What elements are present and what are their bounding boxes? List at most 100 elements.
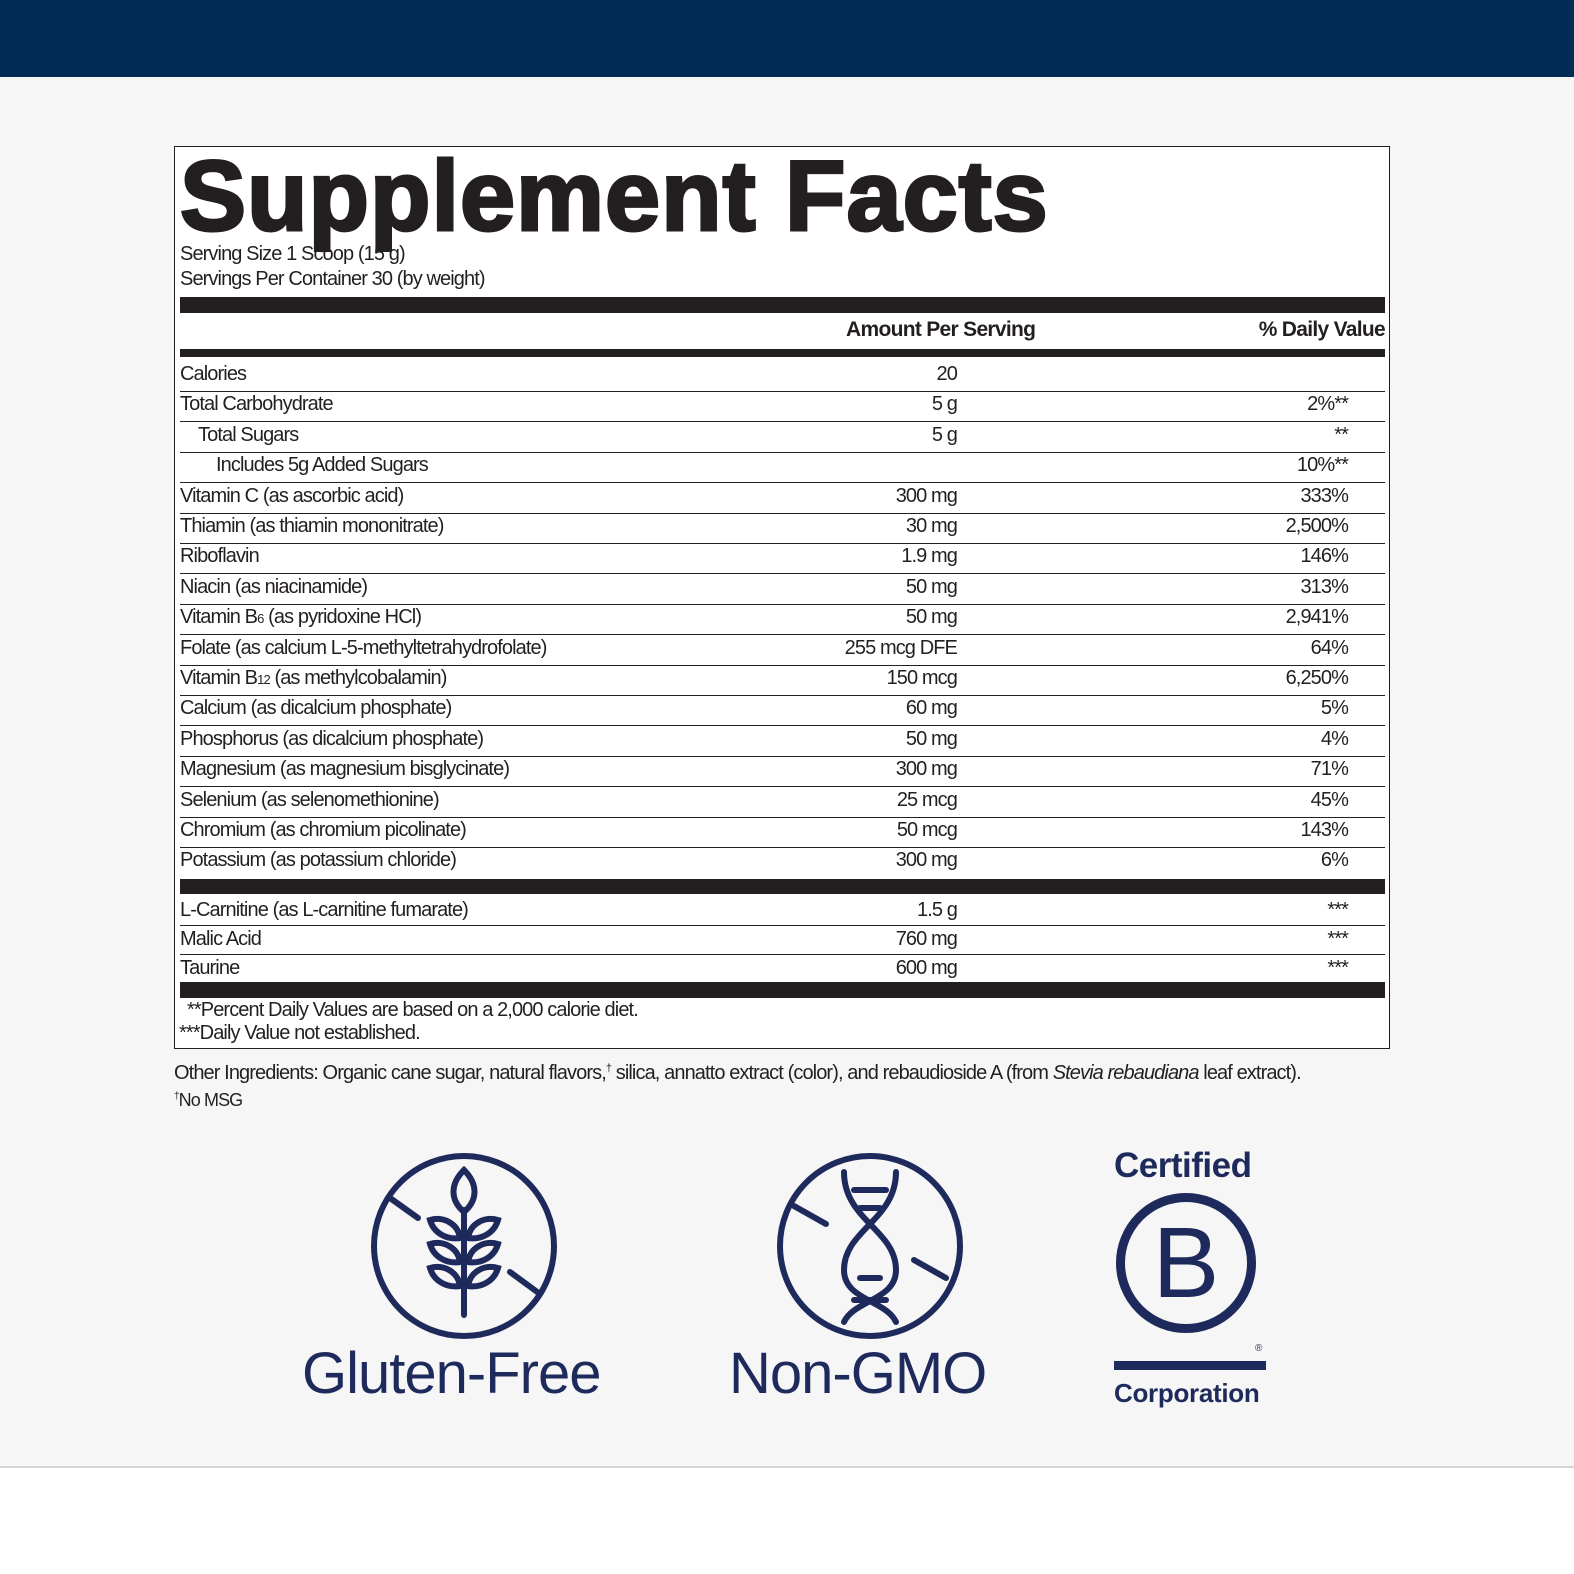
nutrient-daily-value: 143% [1300,819,1348,841]
nutrient-daily-value: 333% [1300,484,1348,507]
ingredients-text: silica, annatto extract (color), and reb… [611,1062,1053,1084]
nutrient-daily-value: 2%** [1307,393,1349,416]
nutrient-name-text: Calories [180,363,247,385]
nutrient-amount: 20 [936,363,958,385]
nutrient-name-text: Calcium (as dicalcium phosphate) [180,697,452,720]
non-gmo-dna-icon [777,1153,963,1339]
nutrient-row: Riboflavin 1.9 mg 146% [180,543,1385,575]
nutrient-daily-value: 71% [1310,758,1349,781]
nutrient-daily-value: 313% [1300,575,1348,598]
bcorp-certified-text: Certified [1114,1146,1252,1185]
footnote-percent-dv: **Percent Daily Values are based on a 2,… [187,999,639,1021]
nutrient-daily-value: 64% [1310,636,1349,659]
nutrient-name: Thiamin (as thiamin mononitrate) [180,515,444,538]
nutrient-amount: 50 mg [905,575,958,598]
nutrient-row: Total Sugars 5 g ** [180,422,1385,453]
panel-title: Supplement Facts [179,139,1050,253]
nutrient-row: Niacin (as niacinamide) 50 mg 313% [180,574,1385,605]
nutrient-name: Chromium (as chromium picolinate) [180,819,467,842]
nutrient-name: Folate (as calcium L-5-methyltetrahydrof… [180,637,547,660]
nutrient-name-text: Potassium (as potassium chloride) [180,849,457,872]
medium-divider [180,349,1385,357]
nutrient-name: Malic Acid [180,928,262,950]
nutrient-daily-value: 2,941% [1285,606,1349,629]
dagger-mark: † [174,1091,180,1102]
nutrient-name: Vitamin B12 (as methylcobalamin) [180,667,447,690]
nutrient-name-text: Total Carbohydrate [180,393,334,416]
gluten-free-label: Gluten-Free [302,1341,601,1406]
amount-header: Amount Per Serving [846,318,1036,341]
nutrient-row: Vitamin C (as ascorbic acid) 300 mg 333% [180,483,1385,514]
nutrient-row: Vitamin B12 (as methylcobalamin) 150 mcg 6… [180,665,1385,696]
nutrient-row: Calories 20 [180,361,1385,392]
nutrient-daily-value: 5% [1320,697,1349,720]
supplement-facts-panel: Supplement Facts Serving Size 1 Scoop (1… [174,139,1390,1049]
nutrient-row: Phosphorus (as dicalcium phosphate) 50 mg… [180,726,1385,757]
nutrient-daily-value: 2,500% [1285,515,1349,537]
nutrient-amount: 25 mcg [896,788,958,811]
nutrient-row: Folate (as calcium L-5-methyltetrahydrof… [180,635,1385,666]
nutrient-subscript: 12 [257,672,271,687]
nutrient-daily-value: 146% [1300,545,1348,568]
nutrient-amount: 1.9 mg [901,545,958,568]
nutrient-amount: 5 g [931,423,958,446]
nutrient-daily-value: *** [1327,928,1349,950]
top-banner [0,0,1574,77]
non-gmo-label: Non-GMO [729,1341,987,1406]
nutrient-amount: 600 mg [895,957,958,979]
nutrient-name: Total Carbohydrate [180,393,334,416]
nutrient-name-text: Magnesium (as magnesium bisglycinate) [180,758,510,781]
bcorp-circle [1116,1193,1256,1333]
nutrient-row: Vitamin B6 (as pyridoxine HCl) 50 mg 2,941… [180,604,1385,636]
nutrient-amount: 1.5 g [917,899,958,921]
nutrient-amount: 50 mg [905,727,958,750]
nutrient-amount: 300 mg [895,849,958,872]
divider [0,1466,1574,1468]
nutrient-name-text: Phosphorus (as dicalcium phosphate) [180,727,484,750]
nutrient-daily-value: 10%** [1296,454,1349,477]
nutrient-row: Magnesium (as magnesium bisglycinate) 300… [180,756,1385,788]
nutrient-amount: 255 mcg DFE [844,636,958,659]
nutrient-name: L-Carnitine (as L-carnitine fumarate) [180,899,469,921]
nutrient-name-text: Thiamin (as thiamin mononitrate) [180,515,444,537]
ingredients-species: Stevia rebaudiana [1052,1062,1200,1084]
nutrient-row: Thiamin (as thiamin mononitrate) 30 mg 2,5… [180,513,1385,544]
dagger-mark: † [605,1062,612,1075]
nutrient-row: Chromium (as chromium picolinate) 50 mcg 1… [180,817,1385,848]
nutrient-amount: 760 mg [895,928,958,950]
nutrient-amount: 300 mg [895,484,958,507]
other-nutrient-row: Malic Acid 760 mg *** [180,926,1385,955]
nutrient-name: Taurine [180,957,240,979]
thick-divider [180,297,1385,313]
nutrient-name-text: Total Sugars [198,423,299,446]
nutrient-daily-value: 6% [1320,849,1349,872]
bcorp-letter: B [1152,1207,1220,1319]
nutrient-daily-value: *** [1327,957,1349,979]
serving-size: Serving Size 1 Scoop (15 g) [180,243,406,265]
other-ingredients: Other Ingredients: Organic cane sugar, n… [174,1062,1302,1085]
nutrient-name: Potassium (as potassium chloride) [180,849,457,872]
nutrient-name-text: Chromium (as chromium picolinate) [180,819,467,841]
nutrient-name-detail: (as pyridoxine HCl) [263,606,422,629]
nutrient-name: Niacin (as niacinamide) [180,576,368,599]
no-msg-note: †No MSG [174,1090,243,1111]
nutrient-row: Selenium (as selenomethionine) 25 mcg 45% [180,787,1385,818]
nutrient-amount: 50 mg [905,606,958,629]
footer-area [0,1468,1574,1574]
other-nutrient-row: Taurine 600 mg *** [180,955,1385,983]
thick-divider [180,879,1385,894]
nutrient-name-text: Includes 5g Added Sugars [216,454,429,477]
nutrient-name: Includes 5g Added Sugars [216,454,429,477]
nutrient-name-text: Vitamin B [180,606,258,629]
servings-per-container: Servings Per Container 30 (by weight) [180,268,486,290]
nutrient-daily-value: 6,250% [1285,667,1349,689]
ingredients-text: Other Ingredients: Organic cane sugar, n… [174,1062,607,1084]
nutrient-subscript: 6 [257,611,264,627]
nutrient-row: Potassium (as potassium chloride) 300 mg 6… [180,847,1385,877]
nutrient-row: Calcium (as dicalcium phosphate) 60 mg 5% [180,695,1385,727]
nutrient-daily-value: ** [1334,423,1349,446]
registered-mark: ® [1255,1343,1263,1354]
nutrient-name-text: Selenium (as selenomethionine) [180,788,440,811]
nutrient-name: Selenium (as selenomethionine) [180,788,440,812]
nutrient-daily-value: 45% [1310,788,1349,811]
